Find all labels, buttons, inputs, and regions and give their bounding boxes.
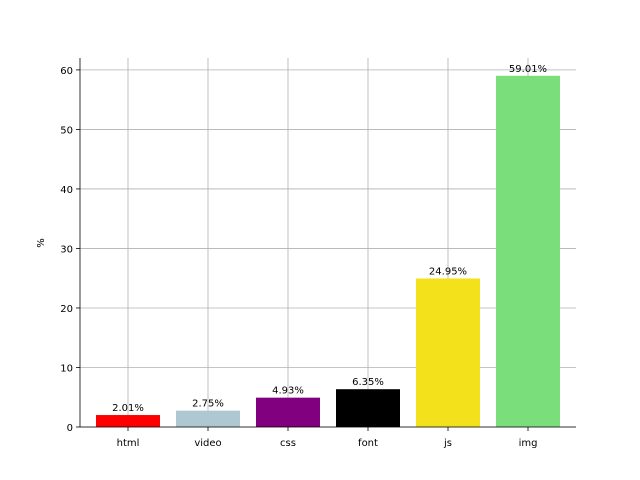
bar-html bbox=[96, 415, 160, 427]
y-tick-label: 40 bbox=[60, 185, 73, 196]
y-axis-label: % bbox=[36, 238, 47, 248]
y-tick-label: 50 bbox=[60, 125, 73, 136]
x-tick-label-css: css bbox=[280, 438, 296, 449]
data-label-css: 4.93% bbox=[272, 386, 304, 397]
data-label-font: 6.35% bbox=[352, 377, 384, 388]
x-tick-label-js: js bbox=[443, 438, 452, 449]
bar-video bbox=[176, 410, 240, 427]
data-label-img: 59.01% bbox=[509, 64, 547, 75]
x-ticks-group: html video css font js img bbox=[117, 427, 538, 449]
bar-font bbox=[336, 389, 400, 427]
bar-css bbox=[256, 397, 320, 427]
y-tick-label: 30 bbox=[60, 244, 73, 255]
bar-img bbox=[496, 75, 560, 428]
x-tick-label-font: font bbox=[358, 438, 378, 449]
axes-group bbox=[79, 58, 576, 428]
y-tick-label: 20 bbox=[60, 304, 73, 315]
data-label-video: 2.75% bbox=[192, 399, 224, 410]
data-label-html: 2.01% bbox=[112, 403, 144, 414]
x-tick-label-img: img bbox=[519, 438, 538, 449]
y-ticks-group: 0 10 20 30 40 50 60 bbox=[60, 66, 80, 434]
data-labels-group: 2.01% 2.75% 4.93% 6.35% 24.95% 59.01% bbox=[112, 64, 547, 414]
x-tick-label-video: video bbox=[194, 438, 221, 449]
y-tick-label: 10 bbox=[60, 363, 73, 374]
bars-group bbox=[96, 75, 560, 428]
y-tick-label: 0 bbox=[67, 423, 73, 434]
x-tick-label-html: html bbox=[117, 438, 140, 449]
bar-js bbox=[416, 278, 480, 427]
y-tick-label: 60 bbox=[60, 66, 73, 77]
data-label-js: 24.95% bbox=[429, 267, 467, 278]
